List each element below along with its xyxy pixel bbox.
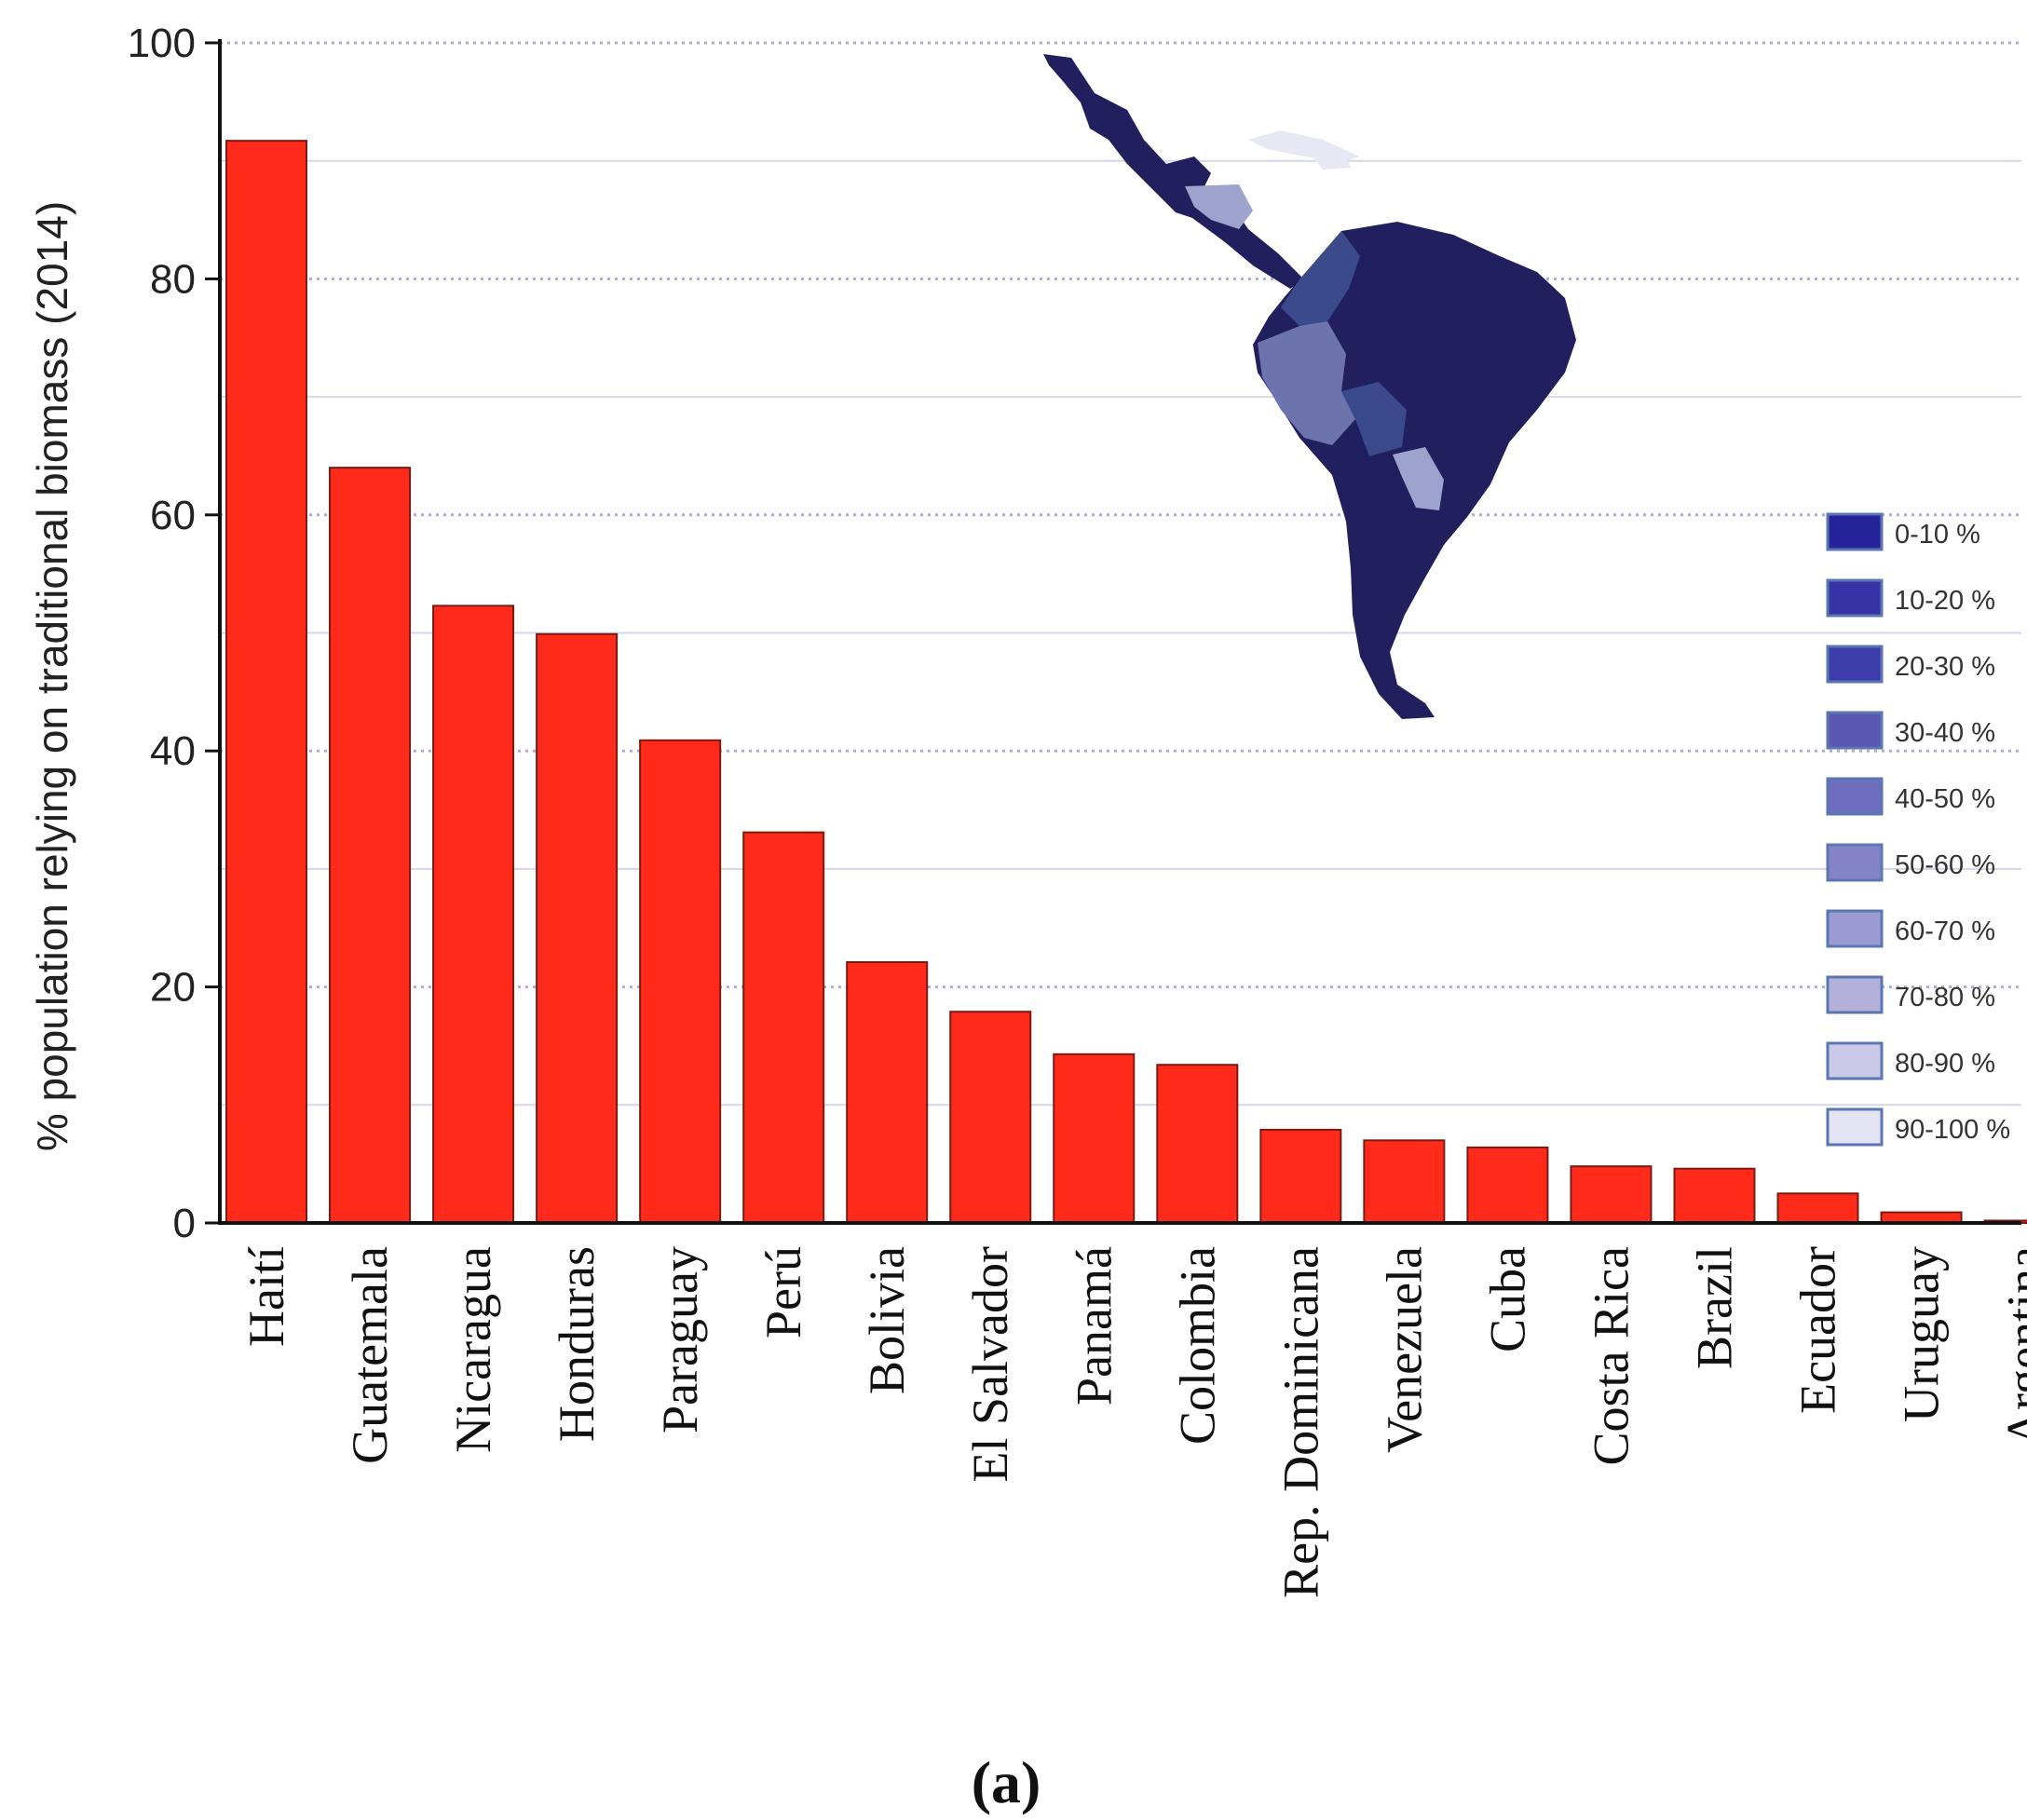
bar-nicaragua: [432, 604, 515, 1224]
gridlines: [220, 41, 2021, 1107]
legend-swatch: [1826, 578, 1884, 618]
legend-swatch: [1826, 1041, 1884, 1080]
x-tick-label: El Salvador: [962, 1246, 1018, 1482]
bar-bolivia: [846, 960, 929, 1225]
x-tick-label: Panamá: [1066, 1246, 1122, 1406]
bar-guatemala: [329, 467, 412, 1224]
x-tick-label: Guatemala: [342, 1246, 398, 1464]
map-central-america-light: [1185, 184, 1253, 229]
bar-rep-dominicana: [1259, 1128, 1342, 1224]
x-tick-label: Uruguay: [1894, 1246, 1950, 1422]
y-tick-label: 60: [150, 493, 196, 538]
legend-swatch: [1826, 645, 1884, 684]
legend-swatch: [1826, 975, 1884, 1014]
panel-label: (a): [972, 1749, 1041, 1815]
bar-ecuador: [1776, 1192, 1859, 1224]
y-tick-label: 0: [173, 1201, 196, 1246]
x-tick-labels: Haití Guatemala Nicaragua Honduras Paraguay P…: [238, 1246, 2027, 1598]
legend-label: 70-80 %: [1895, 983, 1995, 1012]
map-paraguay: [1393, 447, 1444, 510]
bar-cuba: [1466, 1146, 1549, 1224]
legend-label: 60-70 %: [1895, 917, 1995, 946]
map-legend: 0-10 % 10-20 % 20-30 % 30-40 % 40-50 % 50-60 …: [1826, 512, 2010, 1147]
bar-brazil: [1673, 1167, 1756, 1225]
y-tick-label: 80: [150, 256, 196, 302]
y-tick-label: 100: [128, 20, 196, 66]
bar-panam-: [1053, 1053, 1136, 1224]
legend-label: 20-30 %: [1895, 652, 1995, 682]
x-tick-label: Ecuador: [1790, 1246, 1846, 1414]
axes: [205, 39, 2021, 1225]
legend-label: 40-50 %: [1895, 784, 1995, 814]
latin-america-map: [1043, 54, 1576, 719]
x-tick-label: Cuba: [1479, 1246, 1535, 1352]
y-tick-label: 20: [150, 965, 196, 1011]
x-tick-label: Paraguay: [652, 1246, 708, 1433]
x-tick-label: Honduras: [549, 1246, 605, 1442]
x-tick-label: Brazil: [1686, 1246, 1742, 1369]
legend-label: 80-90 %: [1895, 1049, 1995, 1079]
map-colombia: [1281, 231, 1360, 326]
bar-honduras: [536, 632, 619, 1224]
bar-per-: [742, 831, 825, 1224]
legend-swatch: [1826, 711, 1884, 750]
legend-swatch: [1826, 512, 1884, 551]
bar-costa-rica: [1570, 1165, 1653, 1224]
bar-el-salvador: [949, 1011, 1032, 1225]
legend-swatch: [1826, 909, 1884, 948]
x-tick-label: Bolivia: [859, 1246, 915, 1394]
legend-swatch: [1826, 1107, 1884, 1147]
bar-venezuela: [1363, 1139, 1446, 1225]
legend-swatch: [1826, 843, 1884, 882]
map-caribbean: [1248, 130, 1360, 162]
legend-label: 30-40 %: [1895, 718, 1995, 748]
x-tick-label: Venezuela: [1376, 1246, 1432, 1453]
legend-swatch: [1826, 777, 1884, 816]
x-tick-label: Colombia: [1169, 1246, 1225, 1445]
map-bolivia: [1341, 382, 1407, 456]
x-tick-label: Haití: [238, 1246, 294, 1347]
legend-label: 50-60 %: [1895, 850, 1995, 880]
x-tick-label: Perú: [755, 1246, 811, 1338]
bar-colombia: [1156, 1064, 1239, 1225]
x-tick-label: Rep. Dominicana: [1272, 1246, 1328, 1598]
x-tick-label: Argentina: [1997, 1246, 2027, 1446]
legend-label: 0-10 %: [1895, 520, 1980, 550]
y-tick-labels: 0 20 40 60 80 100: [128, 20, 196, 1246]
bar-paraguay: [639, 739, 722, 1224]
x-tick-label: Nicaragua: [445, 1246, 501, 1453]
y-tick-label: 40: [150, 728, 196, 774]
map-haiti: [1313, 156, 1351, 170]
legend-label: 90-100 %: [1895, 1115, 2010, 1145]
bar-hait-: [225, 140, 307, 1224]
bars: [225, 140, 2027, 1225]
map-peru: [1258, 321, 1355, 445]
y-axis-title: % population relying on traditional biom…: [28, 201, 76, 1151]
x-tick-label: Costa Rica: [1583, 1246, 1639, 1465]
map-mexico-central-america: [1043, 54, 1304, 289]
legend-label: 10-20 %: [1895, 586, 1995, 616]
